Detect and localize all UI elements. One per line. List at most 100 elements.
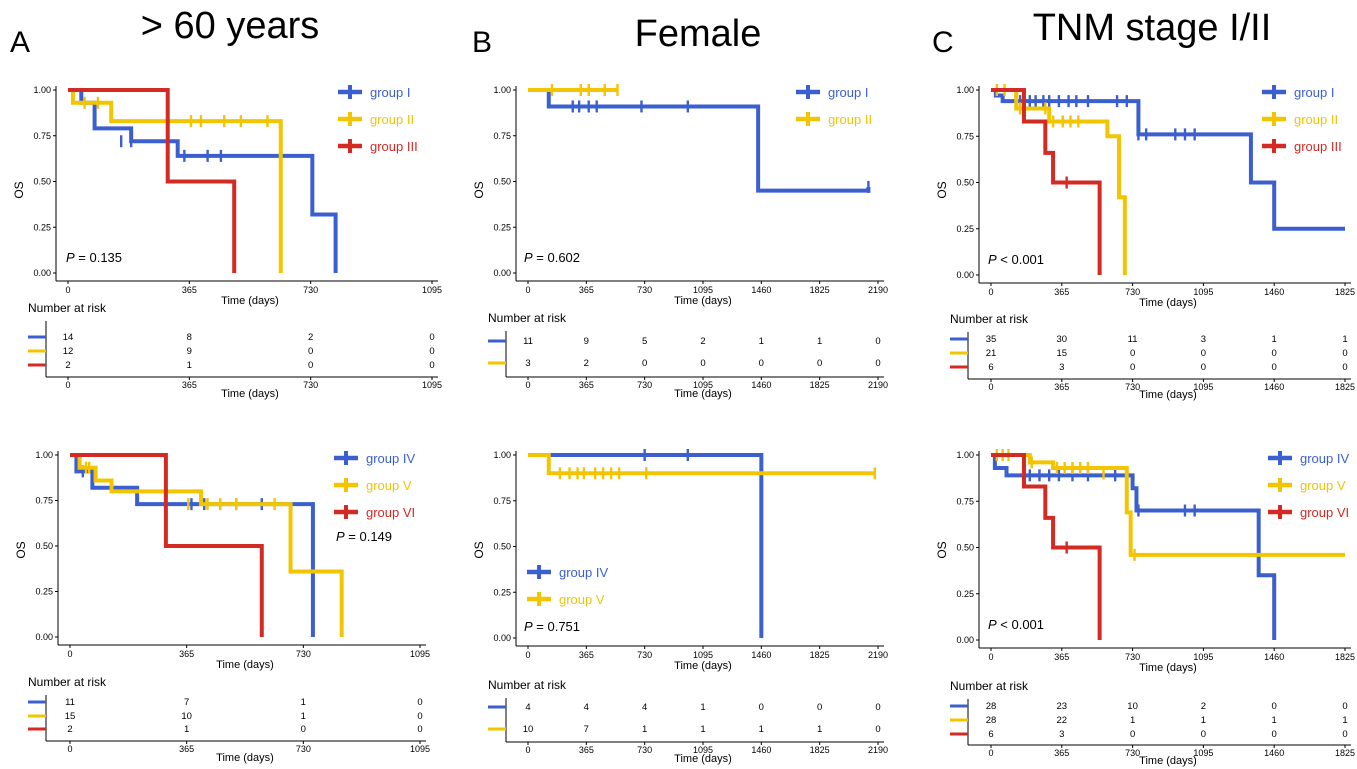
survival-curve	[991, 453, 1102, 640]
y-tick-label: 1.00	[33, 85, 51, 95]
x-tick-label: 730	[1125, 652, 1140, 662]
legend-label: group V	[559, 592, 605, 607]
y-axis-label: OS	[12, 181, 26, 198]
risk-x-axis-label: Time (days)	[221, 388, 279, 400]
y-tick-label: 1.00	[956, 85, 974, 95]
panel-title-a: > 60 years	[141, 5, 320, 47]
risk-x-tick-label: 1095	[693, 380, 713, 390]
risk-value: 0	[417, 711, 422, 722]
y-tick-label: 1.00	[35, 450, 53, 460]
panel-title-c: TNM stage I/II	[1033, 7, 1272, 49]
p-value-text: < 0.001	[997, 252, 1044, 267]
y-tick-label: 0.75	[956, 496, 974, 506]
x-axis-label: Time (days)	[674, 660, 732, 672]
legend-label: group VI	[366, 505, 415, 520]
risk-x-tick-label: 730	[303, 380, 318, 390]
risk-value: 0	[1201, 348, 1206, 359]
x-tick-label: 1095	[410, 649, 430, 659]
risk-x-tick-label: 0	[525, 380, 530, 390]
risk-value: 0	[1130, 362, 1135, 373]
x-tick-label: 1825	[1335, 652, 1355, 662]
risk-value: 1	[642, 724, 647, 735]
risk-value: 1	[817, 336, 822, 347]
risk-x-tick-label: 1095	[422, 380, 442, 390]
y-tick-label: 0.75	[33, 131, 51, 141]
risk-value: 10	[523, 724, 534, 735]
risk-table-title: Number at risk	[950, 312, 1029, 326]
risk-value: 12	[63, 346, 74, 357]
risk-table-title: Number at risk	[28, 301, 107, 315]
risk-value: 0	[817, 358, 822, 369]
y-tick-label: 1.00	[956, 450, 974, 460]
risk-x-tick-label: 365	[579, 745, 594, 755]
risk-value: 22	[1057, 715, 1068, 726]
y-tick-label: 0.25	[493, 587, 511, 597]
y-tick-label: 0.00	[956, 270, 974, 280]
survival-curve	[991, 453, 1345, 557]
panel-letter-a: A	[10, 26, 30, 59]
risk-x-tick-label: 1095	[693, 745, 713, 755]
risk-value: 0	[759, 702, 764, 713]
y-tick-label: 0.25	[35, 587, 53, 597]
risk-value: 0	[1342, 701, 1347, 712]
km-plot: 0.00 0.25 0.50 0.75 1.00 0 365 730 1095 Time (day…	[14, 450, 430, 764]
x-tick-label: 1460	[751, 285, 771, 295]
y-axis-label: OS	[935, 181, 949, 198]
panel-letter-c: C	[932, 26, 954, 59]
p-value-symbol: P	[988, 252, 997, 267]
x-tick-label: 0	[525, 285, 530, 295]
risk-x-tick-label: 730	[1125, 748, 1140, 758]
risk-value: 2	[308, 332, 313, 343]
y-tick-label: 0.50	[33, 177, 51, 187]
risk-table-title: Number at risk	[488, 311, 567, 325]
risk-value: 2	[67, 724, 72, 735]
y-tick-label: 0.50	[493, 542, 511, 552]
risk-value: 23	[1057, 701, 1068, 712]
risk-value: 10	[181, 711, 192, 722]
risk-value: 35	[986, 334, 997, 345]
legend-label: group V	[366, 478, 412, 493]
y-tick-label: 0.75	[493, 131, 511, 141]
p-value-symbol: P	[336, 529, 345, 544]
risk-value: 0	[1272, 348, 1277, 359]
risk-value: 4	[584, 702, 589, 713]
y-tick-label: 0.50	[493, 177, 511, 187]
risk-value: 30	[1057, 334, 1068, 345]
risk-value: 3	[525, 358, 530, 369]
risk-value: 1	[301, 711, 306, 722]
risk-x-tick-label: 1095	[1193, 748, 1213, 758]
risk-value: 9	[584, 336, 589, 347]
x-tick-label: 0	[67, 649, 72, 659]
risk-value: 3	[1201, 334, 1206, 345]
y-tick-label: 0.25	[956, 589, 974, 599]
risk-value: 0	[417, 724, 422, 735]
p-value-symbol: P	[66, 250, 75, 265]
km-plot: 0.00 0.25 0.50 0.75 1.00 0 365 730 1095 1460 1825 T…	[935, 449, 1355, 767]
x-tick-label: 1825	[810, 285, 830, 295]
x-tick-label: 730	[637, 650, 652, 660]
risk-x-tick-label: 2190	[868, 380, 888, 390]
risk-value: 0	[1342, 348, 1347, 359]
survival-curve	[70, 453, 264, 637]
risk-x-tick-label: 365	[179, 744, 194, 754]
x-tick-label: 1460	[1264, 287, 1284, 297]
x-tick-label: 0	[988, 652, 993, 662]
p-value-text: = 0.602	[533, 250, 580, 265]
risk-x-axis-label: Time (days)	[674, 388, 732, 400]
p-value: P < 0.001	[988, 252, 1044, 267]
risk-value: 1	[1201, 715, 1206, 726]
km-plot: 0.00 0.25 0.50 0.75 1.00 0 365 730 1095 1460 1825 T…	[935, 84, 1355, 401]
risk-value: 0	[429, 346, 434, 357]
x-axis-label: Time (days)	[674, 295, 732, 307]
risk-value: 4	[642, 702, 647, 713]
legend-label: group II	[828, 112, 872, 127]
risk-value: 11	[523, 336, 533, 347]
risk-x-axis-label: Time (days)	[1139, 755, 1197, 767]
risk-x-tick-label: 2190	[868, 745, 888, 755]
risk-x-tick-label: 730	[637, 745, 652, 755]
risk-value: 0	[1272, 362, 1277, 373]
risk-x-tick-label: 730	[637, 380, 652, 390]
risk-x-tick-label: 1460	[1264, 382, 1284, 392]
x-tick-label: 1460	[751, 650, 771, 660]
